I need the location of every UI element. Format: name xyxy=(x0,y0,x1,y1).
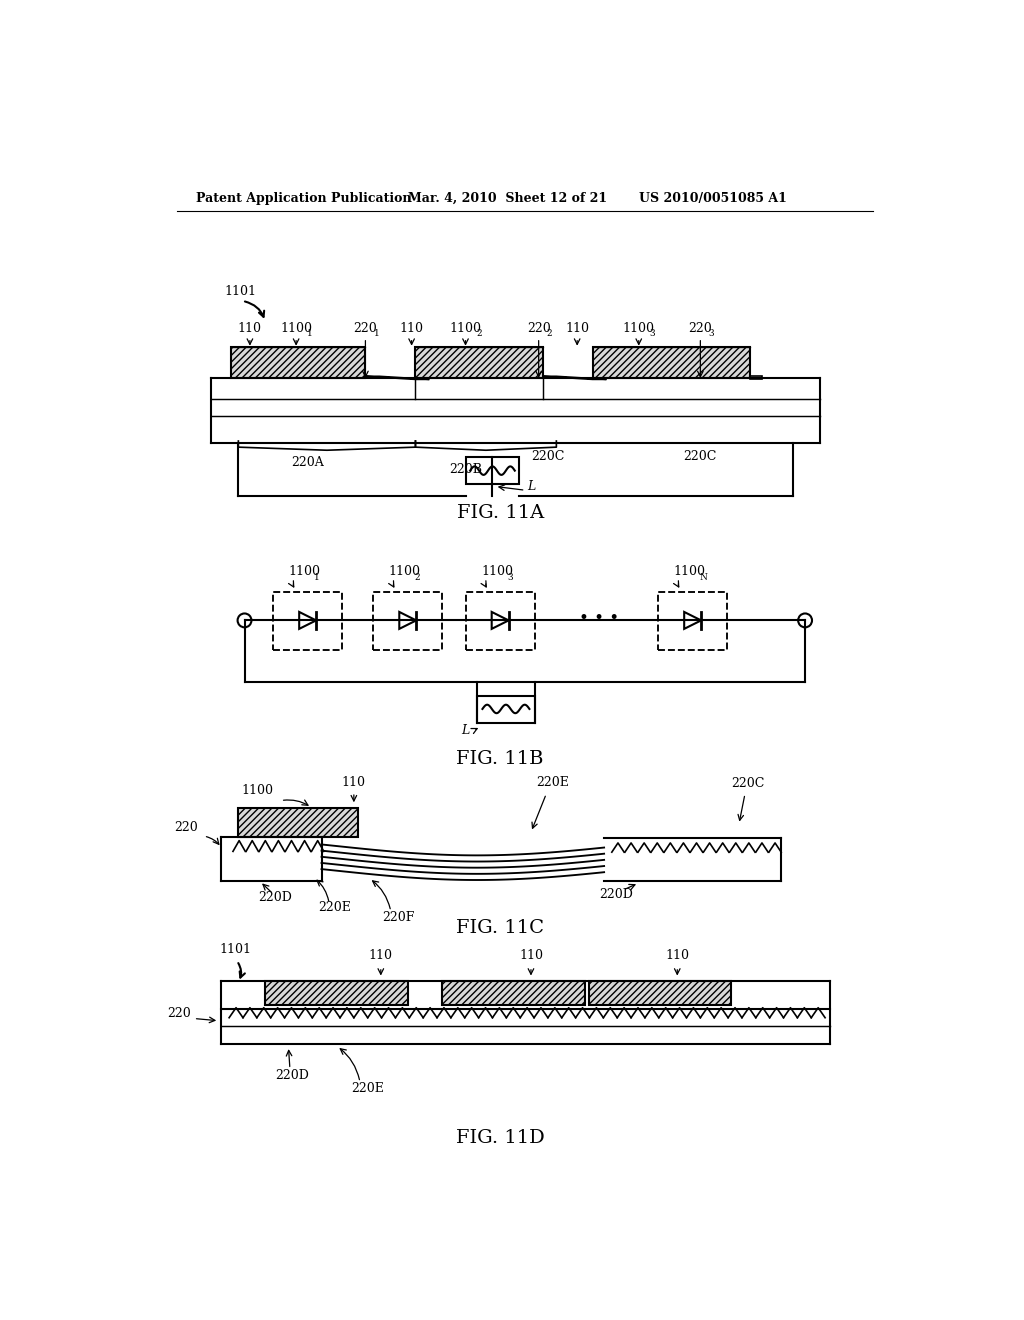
Bar xyxy=(466,457,519,484)
Polygon shape xyxy=(543,376,606,379)
Text: L: L xyxy=(527,480,536,494)
Text: N: N xyxy=(699,573,708,582)
Text: FIG. 11D: FIG. 11D xyxy=(456,1129,545,1147)
Polygon shape xyxy=(239,808,357,837)
Text: 220D: 220D xyxy=(258,891,292,904)
Text: 220F: 220F xyxy=(382,911,415,924)
Polygon shape xyxy=(442,981,585,1006)
Text: 1100: 1100 xyxy=(389,565,421,578)
Text: L: L xyxy=(461,725,469,738)
Polygon shape xyxy=(416,347,543,378)
Text: 2: 2 xyxy=(547,329,552,338)
Text: 1100: 1100 xyxy=(281,322,312,335)
Text: 3: 3 xyxy=(649,329,655,338)
Text: 220: 220 xyxy=(688,322,713,335)
Text: 220D: 220D xyxy=(275,1069,309,1081)
Polygon shape xyxy=(751,376,762,379)
Polygon shape xyxy=(684,612,701,628)
Text: Patent Application Publication: Patent Application Publication xyxy=(196,191,412,205)
Text: 110: 110 xyxy=(399,322,424,335)
Polygon shape xyxy=(299,612,316,628)
Text: 220E: 220E xyxy=(537,776,569,789)
Text: 2: 2 xyxy=(415,573,420,582)
Text: 220B: 220B xyxy=(449,462,482,475)
Text: 1101: 1101 xyxy=(219,942,251,956)
Text: 220: 220 xyxy=(353,322,377,335)
Text: 220C: 220C xyxy=(531,450,564,463)
Text: 110: 110 xyxy=(519,949,543,962)
Text: 110: 110 xyxy=(369,949,393,962)
Text: 110: 110 xyxy=(238,322,262,335)
Bar xyxy=(273,591,342,649)
Circle shape xyxy=(798,614,812,627)
Polygon shape xyxy=(593,347,751,378)
Text: 1100: 1100 xyxy=(674,565,706,578)
Text: Mar. 4, 2010  Sheet 12 of 21: Mar. 4, 2010 Sheet 12 of 21 xyxy=(408,191,607,205)
Text: 220: 220 xyxy=(526,322,551,335)
Polygon shape xyxy=(265,981,408,1006)
Text: 110: 110 xyxy=(565,322,589,335)
Text: 220A: 220A xyxy=(291,457,324,470)
Text: 220E: 220E xyxy=(318,902,351,915)
Text: FIG. 11A: FIG. 11A xyxy=(457,504,544,521)
Text: 220C: 220C xyxy=(731,777,765,791)
Bar xyxy=(477,696,535,723)
Text: 110: 110 xyxy=(342,776,366,789)
Text: 1: 1 xyxy=(307,329,312,338)
Text: 220D: 220D xyxy=(599,887,633,900)
Polygon shape xyxy=(492,612,509,628)
Polygon shape xyxy=(589,981,731,1006)
Text: 110: 110 xyxy=(666,949,689,962)
Circle shape xyxy=(238,614,252,627)
Text: 1100: 1100 xyxy=(289,565,321,578)
Text: 1101: 1101 xyxy=(224,285,256,298)
Text: 3: 3 xyxy=(507,573,513,582)
Bar xyxy=(373,591,442,649)
Text: FIG. 11C: FIG. 11C xyxy=(456,920,544,937)
Text: 1100: 1100 xyxy=(241,784,273,797)
Text: 2: 2 xyxy=(476,329,482,338)
Text: FIG. 11B: FIG. 11B xyxy=(457,750,544,768)
Text: 3: 3 xyxy=(709,329,714,338)
Text: US 2010/0051085 A1: US 2010/0051085 A1 xyxy=(639,191,786,205)
Text: 220E: 220E xyxy=(351,1081,384,1094)
Bar xyxy=(466,591,535,649)
Polygon shape xyxy=(230,347,366,378)
Text: 220: 220 xyxy=(167,1007,190,1020)
Text: 1: 1 xyxy=(374,329,379,338)
Text: 220C: 220C xyxy=(684,450,717,463)
Text: 1: 1 xyxy=(314,573,321,582)
Bar xyxy=(658,591,727,649)
Text: 1100: 1100 xyxy=(623,322,654,335)
Polygon shape xyxy=(366,376,429,379)
Text: 220: 220 xyxy=(174,821,199,834)
Polygon shape xyxy=(399,612,416,628)
Text: 1100: 1100 xyxy=(450,322,481,335)
Text: 1100: 1100 xyxy=(481,565,513,578)
Text: • • •: • • • xyxy=(579,610,618,627)
